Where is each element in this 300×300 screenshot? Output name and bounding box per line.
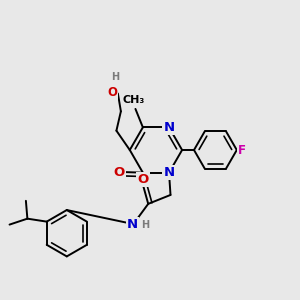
Text: O: O bbox=[137, 173, 148, 186]
Text: CH₃: CH₃ bbox=[123, 95, 145, 105]
Text: H: H bbox=[141, 220, 149, 230]
Text: H: H bbox=[112, 72, 120, 82]
Text: O: O bbox=[107, 86, 117, 99]
Text: N: N bbox=[164, 166, 175, 179]
Text: F: F bbox=[238, 143, 246, 157]
Text: N: N bbox=[164, 121, 175, 134]
Text: N: N bbox=[127, 218, 138, 231]
Text: O: O bbox=[114, 166, 125, 178]
